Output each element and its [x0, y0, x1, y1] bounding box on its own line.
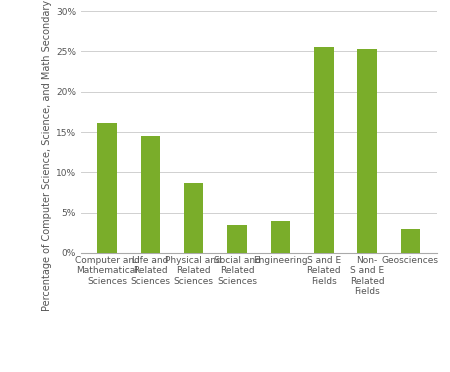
Bar	[184, 183, 203, 253]
Bar	[314, 46, 333, 253]
Bar	[270, 221, 290, 253]
Y-axis label: Percentage of Computer Science, Science, and Math Secondary Teachers: Percentage of Computer Science, Science,…	[42, 0, 52, 311]
Bar	[140, 136, 160, 253]
Bar	[227, 225, 247, 253]
Bar	[401, 229, 420, 253]
Bar	[357, 49, 377, 253]
Bar	[97, 123, 117, 253]
